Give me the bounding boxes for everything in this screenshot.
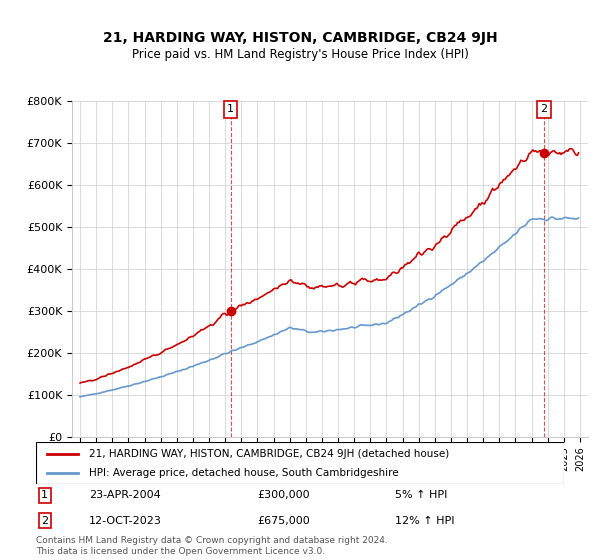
Text: 2: 2	[41, 516, 49, 526]
Text: HPI: Average price, detached house, South Cambridgeshire: HPI: Average price, detached house, Sout…	[89, 468, 398, 478]
Text: £300,000: £300,000	[258, 491, 310, 501]
Text: 12% ↑ HPI: 12% ↑ HPI	[395, 516, 455, 526]
Text: 2: 2	[540, 104, 547, 114]
Text: 1: 1	[41, 491, 48, 501]
Text: Contains HM Land Registry data © Crown copyright and database right 2024.
This d: Contains HM Land Registry data © Crown c…	[36, 536, 388, 556]
Text: 23-APR-2004: 23-APR-2004	[89, 491, 161, 501]
Text: 21, HARDING WAY, HISTON, CAMBRIDGE, CB24 9JH (detached house): 21, HARDING WAY, HISTON, CAMBRIDGE, CB24…	[89, 449, 449, 459]
Text: 1: 1	[227, 104, 234, 114]
FancyBboxPatch shape	[36, 442, 564, 484]
Text: £675,000: £675,000	[258, 516, 311, 526]
Text: Price paid vs. HM Land Registry's House Price Index (HPI): Price paid vs. HM Land Registry's House …	[131, 48, 469, 60]
Text: 21, HARDING WAY, HISTON, CAMBRIDGE, CB24 9JH: 21, HARDING WAY, HISTON, CAMBRIDGE, CB24…	[103, 31, 497, 45]
Text: 12-OCT-2023: 12-OCT-2023	[89, 516, 161, 526]
Text: 5% ↑ HPI: 5% ↑ HPI	[395, 491, 448, 501]
